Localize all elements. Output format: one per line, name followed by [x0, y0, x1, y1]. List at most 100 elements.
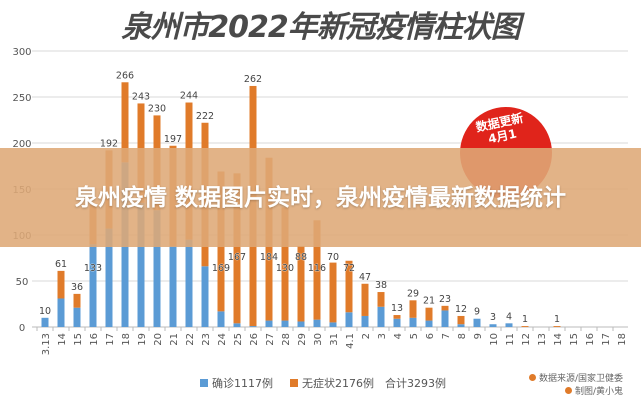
bar-confirmed	[233, 323, 241, 327]
x-tick-label: 22	[185, 333, 196, 346]
x-tick-label: 27	[265, 333, 276, 346]
bar-confirmed	[489, 324, 497, 327]
bar-asymptomatic	[553, 326, 561, 327]
data-label: 12	[455, 304, 467, 315]
bar-asymptomatic	[521, 326, 529, 327]
x-tick-label: 31	[329, 333, 340, 346]
data-label: 130	[276, 263, 294, 274]
data-label: 116	[308, 263, 326, 274]
data-label: 61	[55, 259, 67, 270]
x-tick-label: 15	[569, 333, 580, 346]
x-tick-label: 14	[553, 333, 564, 346]
x-tick-label: 25	[233, 333, 244, 346]
data-label: 243	[132, 91, 150, 102]
x-tick-label: 9	[473, 333, 484, 339]
bar-asymptomatic	[57, 270, 65, 299]
bar-asymptomatic	[73, 293, 81, 308]
data-label: 222	[196, 111, 214, 122]
x-tick-label: 3.13	[41, 333, 52, 355]
x-tick-label: 4	[393, 333, 404, 339]
data-label: 47	[359, 272, 371, 283]
y-tick-label: 200	[12, 139, 31, 150]
bar-confirmed	[393, 318, 401, 327]
data-label: 192	[100, 138, 118, 149]
x-tick-label: 21	[169, 333, 180, 346]
data-label: 29	[407, 288, 419, 299]
x-tick-label: 17	[601, 333, 612, 346]
bar-asymptomatic	[345, 260, 353, 313]
x-tick-label: 24	[217, 333, 228, 346]
x-tick-label: 4.1	[345, 333, 356, 349]
bar-confirmed	[73, 307, 81, 327]
x-tick-label: 18	[617, 333, 628, 346]
legend-confirmed: 确诊1117例	[200, 375, 273, 391]
bar-confirmed	[361, 315, 369, 327]
data-label: 169	[212, 263, 230, 274]
y-tick-label: 300	[12, 47, 31, 58]
legend-total: 合计3293例	[385, 375, 446, 391]
data-label: 167	[228, 252, 246, 263]
bar-asymptomatic	[361, 283, 369, 316]
bar-asymptomatic	[425, 307, 433, 321]
data-label: 3	[490, 312, 496, 323]
legend-label-confirmed: 确诊1117例	[212, 377, 273, 390]
bar-confirmed	[409, 317, 417, 327]
data-label: 184	[260, 252, 278, 263]
y-tick-label: 0	[19, 323, 25, 334]
bar-asymptomatic	[233, 173, 241, 324]
data-label: 38	[375, 280, 387, 291]
data-label: 4	[506, 311, 512, 322]
legend-asymptomatic: 无症状2176例	[290, 375, 374, 391]
y-tick-label: 50	[16, 277, 29, 288]
bar-asymptomatic	[297, 246, 305, 322]
legend-swatch-confirmed	[200, 379, 208, 387]
x-tick-label: 28	[281, 333, 292, 346]
bar-asymptomatic	[393, 315, 401, 319]
bar-confirmed	[329, 322, 337, 327]
x-tick-label: 13	[537, 333, 548, 346]
data-label: 197	[164, 134, 182, 145]
bar-asymptomatic	[377, 292, 385, 307]
data-label: 72	[343, 263, 355, 274]
x-tick-label: 17	[105, 333, 116, 346]
legend-label-total: 合计3293例	[385, 377, 446, 390]
data-label: 70	[327, 252, 339, 263]
x-tick-label: 2	[361, 333, 372, 339]
bar-confirmed	[345, 312, 353, 327]
x-tick-label: 12	[521, 333, 532, 346]
x-tick-label: 8	[457, 333, 468, 339]
bar-asymptomatic	[409, 300, 417, 318]
data-label: 13	[391, 303, 403, 314]
x-tick-label: 30	[313, 333, 324, 346]
bar-confirmed	[169, 246, 177, 327]
x-tick-label: 11	[505, 333, 516, 346]
data-label: 230	[148, 103, 166, 114]
bar-confirmed	[249, 326, 257, 327]
x-tick-label: 19	[137, 333, 148, 346]
data-label: 9	[474, 307, 480, 318]
data-label: 266	[116, 70, 134, 81]
credit-author: 制图/黄小鬼	[564, 384, 623, 397]
bar-confirmed	[473, 318, 481, 327]
credit-author-text: 制图/黄小鬼	[574, 387, 623, 397]
x-tick-label: 26	[249, 333, 260, 346]
x-tick-label: 5	[409, 333, 420, 339]
dot-icon	[528, 374, 536, 381]
bar-confirmed	[377, 306, 385, 327]
bar-confirmed	[297, 321, 305, 327]
data-label: 1	[522, 314, 528, 325]
bar-asymptomatic	[121, 82, 129, 163]
x-tick-label: 14	[57, 333, 68, 346]
bar-confirmed	[57, 298, 65, 327]
bar-confirmed	[217, 311, 225, 327]
legend-swatch-asymptomatic	[290, 379, 298, 387]
data-label: 23	[439, 294, 451, 305]
bar-confirmed	[457, 324, 465, 327]
x-tick-label: 18	[121, 333, 132, 346]
data-label: 36	[71, 282, 83, 293]
bar-confirmed	[441, 310, 449, 327]
bar-asymptomatic	[457, 315, 465, 325]
x-tick-label: 29	[297, 333, 308, 346]
bar-confirmed	[201, 266, 209, 327]
credit-source: 数据来源/国家卫健委	[528, 371, 623, 384]
